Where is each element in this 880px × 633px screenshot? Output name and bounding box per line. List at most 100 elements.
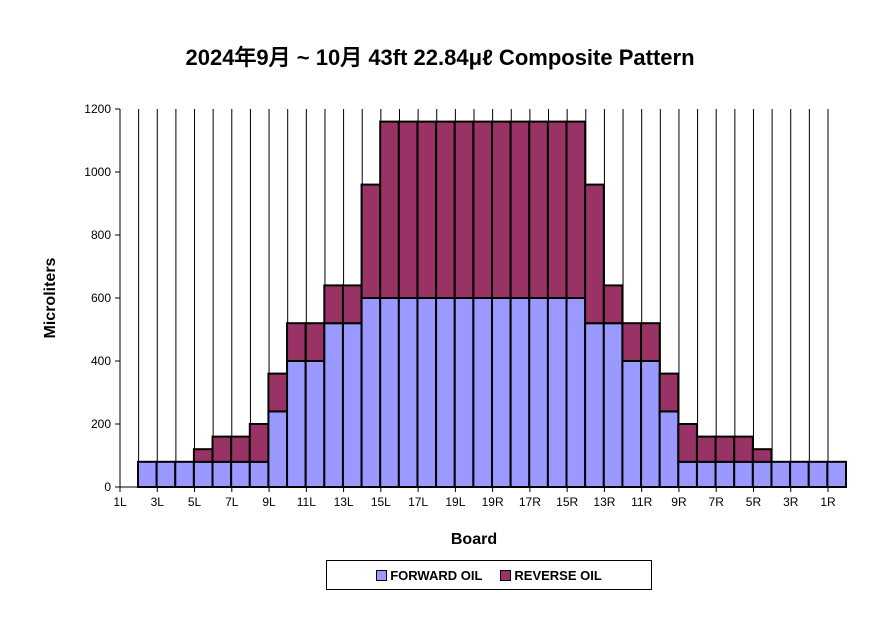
bar-reverse-oil-13R bbox=[621, 322, 643, 363]
bar-forward-oil-17R bbox=[546, 297, 568, 488]
legend-swatch-reverse-oil bbox=[500, 569, 512, 581]
bar-forward-oil-6R bbox=[751, 460, 773, 488]
bar-forward-oil-8R bbox=[714, 460, 736, 488]
y-tick-label: 800 bbox=[91, 228, 111, 242]
bar-reverse-oil-6L bbox=[230, 435, 251, 463]
bar-forward-oil-4L bbox=[192, 460, 214, 488]
legend-swatch-forward-oil bbox=[376, 569, 388, 581]
bar-forward-oil-6L bbox=[230, 460, 251, 488]
bar-reverse-oil-11L bbox=[323, 284, 344, 325]
x-tick-label: 9L bbox=[262, 495, 276, 509]
x-tick-label: 13R bbox=[593, 495, 615, 509]
x-axis-label: Board bbox=[451, 531, 497, 548]
bar-reverse-oil-9R bbox=[695, 435, 717, 463]
bar-forward-oil-4R bbox=[789, 460, 810, 488]
bar-reverse-oil-4L bbox=[192, 448, 214, 463]
x-tick-label: 7R bbox=[709, 495, 725, 509]
x-tick-label: 13L bbox=[334, 495, 354, 509]
y-tick-label: 400 bbox=[91, 354, 111, 368]
x-tick-label: 3R bbox=[783, 495, 799, 509]
legend: FORWARD OIL REVERSE OIL bbox=[326, 560, 652, 590]
bar-forward-oil-2L bbox=[155, 460, 177, 488]
bar-reverse-oil-8L bbox=[267, 372, 289, 413]
x-tick-label: 17L bbox=[408, 495, 428, 509]
bar-reverse-oil-7L bbox=[248, 423, 270, 463]
bar-reverse-oil-5L bbox=[211, 435, 233, 463]
bar-forward-oil-13R bbox=[621, 360, 643, 488]
legend-label-forward-oil: FORWARD OIL bbox=[390, 567, 483, 583]
bar-forward-oil-3L bbox=[174, 460, 195, 488]
bar-forward-oil-9L bbox=[286, 360, 307, 488]
x-tick-label: 3L bbox=[151, 495, 165, 509]
y-tick-label: 1000 bbox=[84, 165, 111, 179]
bar-reverse-oil-11R bbox=[658, 372, 680, 413]
bar-forward-oil-2R bbox=[826, 460, 847, 488]
x-tick-label: 19R bbox=[482, 495, 504, 509]
x-tick-label: 5R bbox=[746, 495, 762, 509]
bar-forward-oil-15R bbox=[584, 322, 605, 489]
bar-reverse-oil-8R bbox=[714, 435, 736, 463]
bar-forward-oil-8L bbox=[267, 410, 289, 488]
bar-forward-oil-5R bbox=[770, 460, 792, 488]
bar-forward-oil-18L bbox=[453, 297, 475, 488]
bar-reverse-oil-15R bbox=[584, 183, 605, 325]
bars-layer bbox=[137, 120, 847, 489]
bar-forward-oil-5L bbox=[211, 460, 233, 488]
bar-forward-oil-14L bbox=[379, 297, 400, 488]
bar-reverse-oil-19R bbox=[509, 120, 531, 299]
x-tick-label: 1L bbox=[113, 495, 127, 509]
x-tick-label: 19L bbox=[445, 495, 465, 509]
bar-reverse-oil-17R bbox=[546, 120, 568, 299]
bar-forward-oil-10R bbox=[677, 460, 698, 488]
y-tick-label: 1200 bbox=[84, 102, 111, 116]
bar-reverse-oil-10R bbox=[677, 423, 698, 463]
bar-forward-oil-7R bbox=[733, 460, 754, 488]
y-tick-label: 200 bbox=[91, 417, 111, 431]
bar-reverse-oil-7R bbox=[733, 435, 754, 463]
x-tick-label: 9R bbox=[671, 495, 687, 509]
bar-forward-oil-20L bbox=[491, 297, 512, 488]
bar-forward-oil-18R bbox=[528, 297, 549, 488]
bar-reverse-oil-15L bbox=[397, 120, 419, 299]
bar-reverse-oil-16L bbox=[416, 120, 438, 299]
legend-label-reverse-oil: REVERSE OIL bbox=[514, 567, 602, 583]
bar-forward-oil-7L bbox=[248, 460, 270, 488]
bar-forward-oil-19R bbox=[509, 297, 531, 488]
bar-forward-oil-11L bbox=[323, 322, 344, 489]
bar-reverse-oil-19L bbox=[472, 120, 493, 299]
bar-forward-oil-11R bbox=[658, 410, 680, 488]
bar-forward-oil-14R bbox=[602, 322, 624, 489]
bar-reverse-oil-6R bbox=[751, 448, 773, 463]
bar-forward-oil-10L bbox=[304, 360, 326, 488]
bar-reverse-oil-18R bbox=[528, 120, 549, 299]
legend-item-forward-oil: FORWARD OIL bbox=[376, 568, 482, 583]
bar-forward-oil-12R bbox=[640, 360, 661, 488]
bar-reverse-oil-13L bbox=[360, 183, 382, 300]
y-tick-label: 0 bbox=[104, 480, 111, 494]
y-axis-label: Microliters bbox=[42, 257, 59, 338]
bar-forward-oil-16R bbox=[565, 297, 587, 488]
bar-forward-oil-9R bbox=[695, 460, 717, 488]
x-tick-label: 7L bbox=[225, 495, 239, 509]
bar-reverse-oil-14L bbox=[379, 120, 400, 299]
x-tick-label: 11R bbox=[631, 495, 652, 509]
bar-reverse-oil-16R bbox=[565, 120, 587, 299]
legend-item-reverse-oil: REVERSE OIL bbox=[500, 567, 602, 583]
x-tick-label: 15R bbox=[556, 495, 578, 509]
bar-reverse-oil-9L bbox=[286, 322, 307, 363]
y-tick-label: 600 bbox=[91, 291, 111, 305]
x-tick-label: 17R bbox=[519, 495, 541, 509]
bar-reverse-oil-18L bbox=[453, 120, 475, 299]
bar-reverse-oil-12L bbox=[341, 284, 363, 325]
bar-reverse-oil-12R bbox=[640, 322, 661, 363]
x-tick-label: 11L bbox=[297, 495, 316, 509]
bar-forward-oil-13L bbox=[360, 297, 382, 488]
axes-layer: 0 200 400 600 800 1000 1200 1L 3L 5L 7L 9L 11L 13L 15L… bbox=[84, 102, 836, 509]
bar-reverse-oil-20L bbox=[491, 120, 512, 299]
chart-title: 2024年9月 ~ 10月 43ft 22.84μℓ Composite Pat… bbox=[185, 45, 695, 70]
x-tick-label: 5L bbox=[188, 495, 202, 509]
bar-forward-oil-15L bbox=[397, 297, 419, 488]
x-tick-label: 1R bbox=[820, 495, 836, 509]
bar-forward-oil-17L bbox=[435, 297, 456, 488]
